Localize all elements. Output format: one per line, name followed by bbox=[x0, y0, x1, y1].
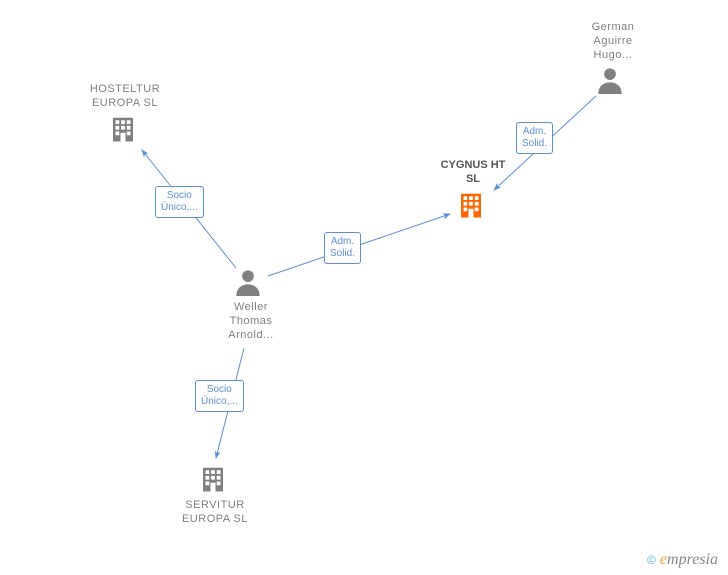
edge-label: Adm. Solid. bbox=[324, 232, 361, 264]
building-icon bbox=[198, 464, 228, 499]
brand-rest: mpresia bbox=[667, 551, 718, 568]
edge-label: Socio Único,... bbox=[195, 380, 244, 412]
node-label-weller: Weller Thomas Arnold... bbox=[216, 300, 286, 342]
edge-label: Adm. Solid. bbox=[516, 122, 553, 154]
building-icon bbox=[456, 190, 486, 225]
person-icon bbox=[596, 66, 624, 99]
building-icon bbox=[108, 114, 138, 149]
node-label-cygnus: CYGNUS HT SL bbox=[428, 158, 518, 186]
node-label-servitur: SERVITUR EUROPA SL bbox=[170, 498, 260, 526]
person-icon bbox=[234, 268, 262, 301]
copyright-symbol: © bbox=[647, 553, 656, 567]
node-label-hosteltur: HOSTELTUR EUROPA SL bbox=[80, 82, 170, 110]
brand-first-letter: e bbox=[660, 551, 667, 568]
edge-label: Socio Único,... bbox=[155, 186, 204, 218]
footer-attribution: © empresia bbox=[647, 551, 718, 569]
node-label-german: German Aguirre Hugo... bbox=[578, 20, 648, 62]
